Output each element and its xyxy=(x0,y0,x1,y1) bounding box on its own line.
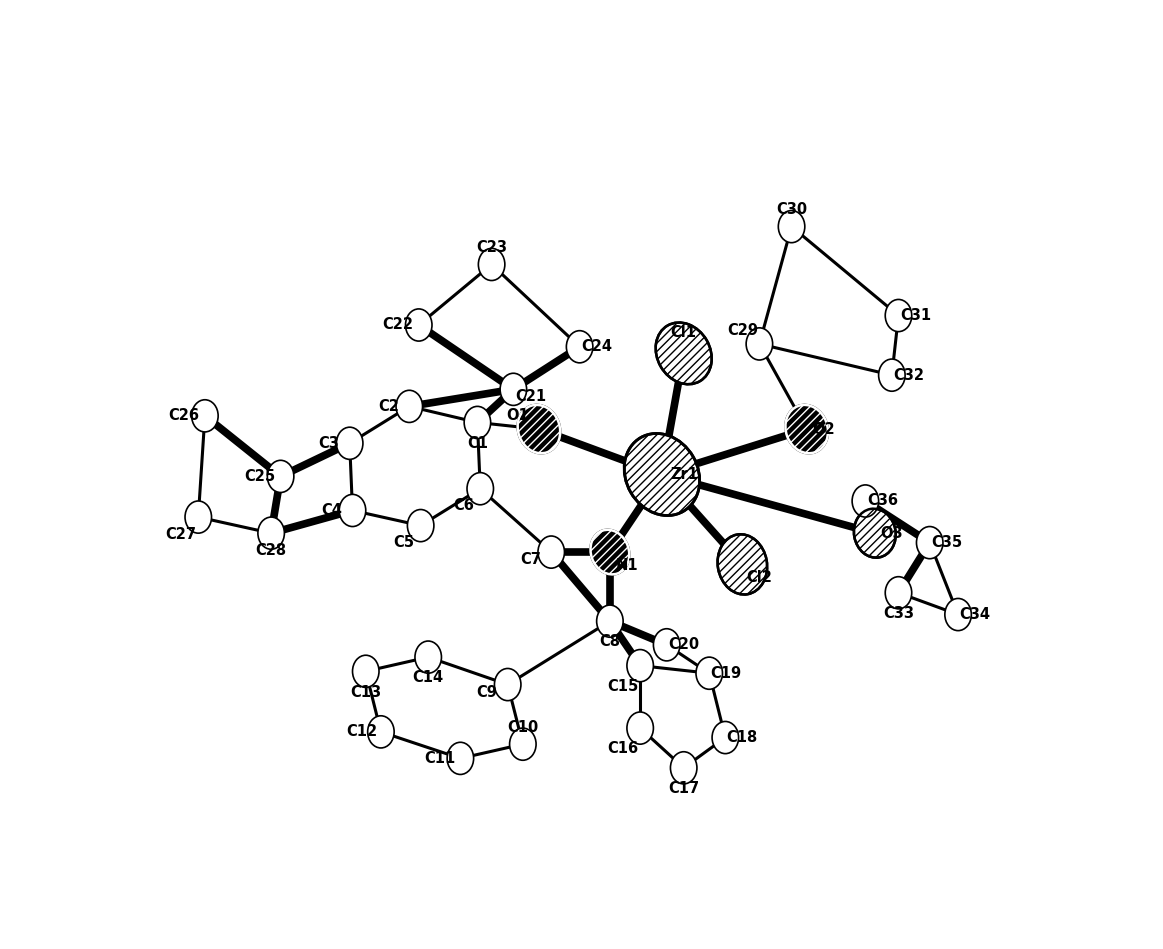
Ellipse shape xyxy=(494,668,521,700)
Text: C28: C28 xyxy=(256,543,287,558)
Text: C16: C16 xyxy=(607,741,638,756)
Text: C20: C20 xyxy=(668,638,699,652)
Ellipse shape xyxy=(368,716,394,748)
Text: C24: C24 xyxy=(582,339,612,354)
Text: C10: C10 xyxy=(507,719,538,735)
Text: C18: C18 xyxy=(727,730,758,745)
Text: C6: C6 xyxy=(452,498,473,513)
Text: C27: C27 xyxy=(166,527,197,542)
Ellipse shape xyxy=(627,649,654,681)
Text: C4: C4 xyxy=(321,503,342,518)
Text: Cl1: Cl1 xyxy=(671,326,697,340)
Text: C29: C29 xyxy=(727,324,758,338)
Ellipse shape xyxy=(712,721,739,754)
Ellipse shape xyxy=(656,323,712,384)
Ellipse shape xyxy=(447,742,473,774)
Text: C12: C12 xyxy=(347,724,378,739)
Text: C25: C25 xyxy=(244,469,276,484)
Text: C30: C30 xyxy=(776,202,807,217)
Text: C5: C5 xyxy=(393,535,414,550)
Ellipse shape xyxy=(785,405,828,454)
Ellipse shape xyxy=(518,405,561,454)
Text: C33: C33 xyxy=(883,606,914,621)
Text: C36: C36 xyxy=(866,493,898,509)
Ellipse shape xyxy=(916,527,943,559)
Ellipse shape xyxy=(509,728,536,760)
Text: Zr1: Zr1 xyxy=(671,467,699,482)
Ellipse shape xyxy=(478,249,505,281)
Text: Cl2: Cl2 xyxy=(747,570,772,586)
Ellipse shape xyxy=(885,577,912,609)
Text: C13: C13 xyxy=(350,684,381,699)
Text: C21: C21 xyxy=(515,389,545,404)
Ellipse shape xyxy=(854,509,896,558)
Ellipse shape xyxy=(654,629,680,661)
Ellipse shape xyxy=(778,211,805,243)
Ellipse shape xyxy=(852,485,878,517)
Text: C32: C32 xyxy=(893,367,925,382)
Ellipse shape xyxy=(885,300,912,331)
Ellipse shape xyxy=(627,712,654,744)
Ellipse shape xyxy=(747,327,772,360)
Ellipse shape xyxy=(340,494,365,527)
Ellipse shape xyxy=(468,473,493,505)
Ellipse shape xyxy=(500,373,527,405)
Text: C17: C17 xyxy=(668,781,699,796)
Text: C8: C8 xyxy=(599,635,620,649)
Text: C31: C31 xyxy=(900,308,932,323)
Ellipse shape xyxy=(258,517,285,549)
Text: C34: C34 xyxy=(959,607,991,622)
Ellipse shape xyxy=(597,605,623,637)
Ellipse shape xyxy=(695,657,722,689)
Ellipse shape xyxy=(192,400,219,432)
Ellipse shape xyxy=(336,427,363,459)
Ellipse shape xyxy=(718,534,768,594)
Text: C11: C11 xyxy=(424,751,455,766)
Ellipse shape xyxy=(538,536,564,568)
Ellipse shape xyxy=(878,359,905,391)
Text: C2: C2 xyxy=(378,399,399,414)
Ellipse shape xyxy=(566,330,593,363)
Text: C3: C3 xyxy=(319,436,340,451)
Text: C26: C26 xyxy=(169,408,200,423)
Text: C7: C7 xyxy=(520,552,541,568)
Text: O2: O2 xyxy=(813,421,835,437)
Ellipse shape xyxy=(670,752,697,784)
Text: C22: C22 xyxy=(383,318,413,332)
Ellipse shape xyxy=(415,641,442,673)
Text: C35: C35 xyxy=(932,535,962,550)
Ellipse shape xyxy=(185,501,212,533)
Text: C19: C19 xyxy=(711,665,742,680)
Text: C14: C14 xyxy=(413,670,444,685)
Ellipse shape xyxy=(267,460,294,493)
Text: O3: O3 xyxy=(880,526,904,541)
Ellipse shape xyxy=(406,309,431,341)
Ellipse shape xyxy=(591,530,629,574)
Ellipse shape xyxy=(397,390,422,422)
Text: C9: C9 xyxy=(477,684,498,699)
Text: N1: N1 xyxy=(615,558,638,573)
Text: C23: C23 xyxy=(476,240,507,255)
Ellipse shape xyxy=(407,510,434,542)
Text: O1: O1 xyxy=(507,408,529,423)
Ellipse shape xyxy=(944,599,971,631)
Text: C1: C1 xyxy=(466,436,488,451)
Ellipse shape xyxy=(464,406,491,438)
Ellipse shape xyxy=(625,434,700,515)
Ellipse shape xyxy=(352,655,379,687)
Text: C15: C15 xyxy=(607,679,638,694)
